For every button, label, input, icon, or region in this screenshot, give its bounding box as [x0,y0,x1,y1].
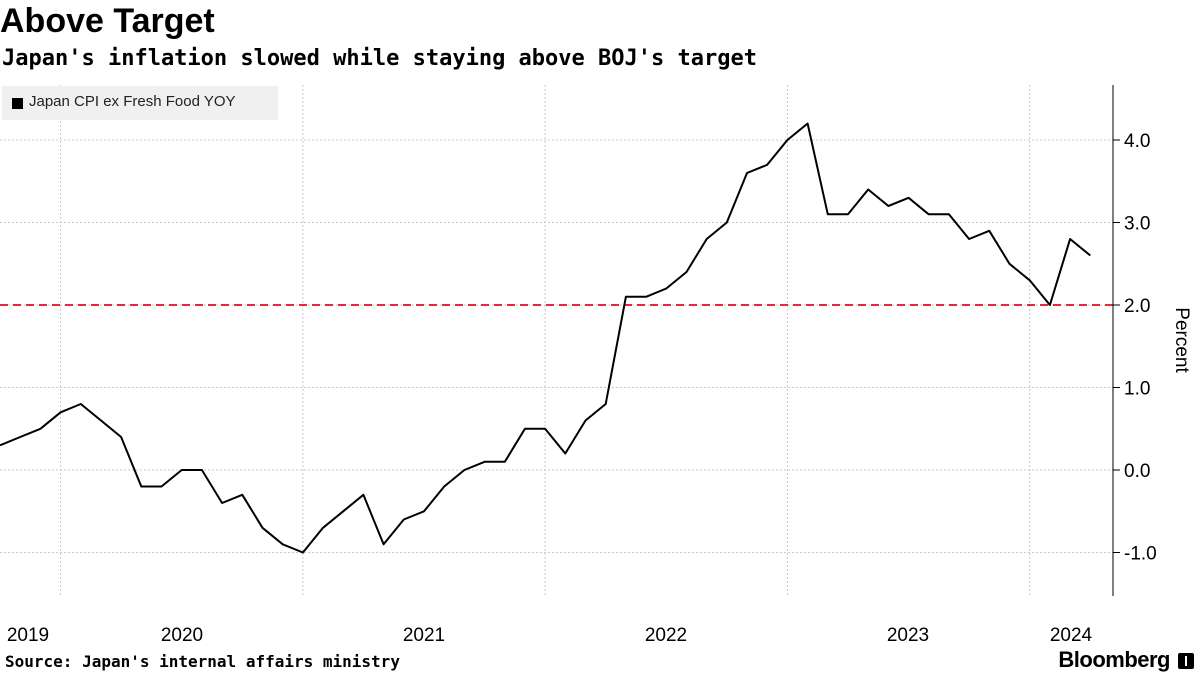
series-line-cpi [0,122,1091,554]
series-layer [0,122,1091,554]
y-tick-label: 2.0 [1124,296,1150,317]
source-note: Source: Japan's internal affairs ministr… [5,652,400,671]
legend-swatch [12,98,23,109]
y-tick-label: 1.0 [1124,379,1150,400]
y-tick-label: 3.0 [1124,214,1150,235]
bloomberg-icon [1178,653,1194,669]
legend: Japan CPI ex Fresh Food YOY [2,86,278,120]
y-tick-label: 4.0 [1124,131,1150,152]
x-tick-label: 2023 [887,625,929,646]
x-axis: 2019 2020 2021 2022 2023 2024 [7,625,1093,646]
y-axis-label: Percent [1171,307,1192,373]
x-tick-label: 2019 [7,625,49,646]
x-tick-label: 2022 [645,625,687,646]
legend-label: Japan CPI ex Fresh Food YOY [29,93,236,110]
chart-title: Above Target [0,2,215,40]
x-tick-label: 2021 [403,625,445,646]
y-tick-label: 0.0 [1124,461,1150,482]
brand-logo: Bloomberg [1058,647,1170,672]
gridlines [0,85,1113,596]
y-axis: -1.0 0.0 1.0 2.0 3.0 4.0 [1112,85,1157,596]
chart-subtitle: Japan's inflation slowed while staying a… [2,46,757,71]
y-tick-label: -1.0 [1124,544,1157,565]
x-tick-label: 2024 [1050,625,1093,646]
x-tick-label: 2020 [161,625,203,646]
